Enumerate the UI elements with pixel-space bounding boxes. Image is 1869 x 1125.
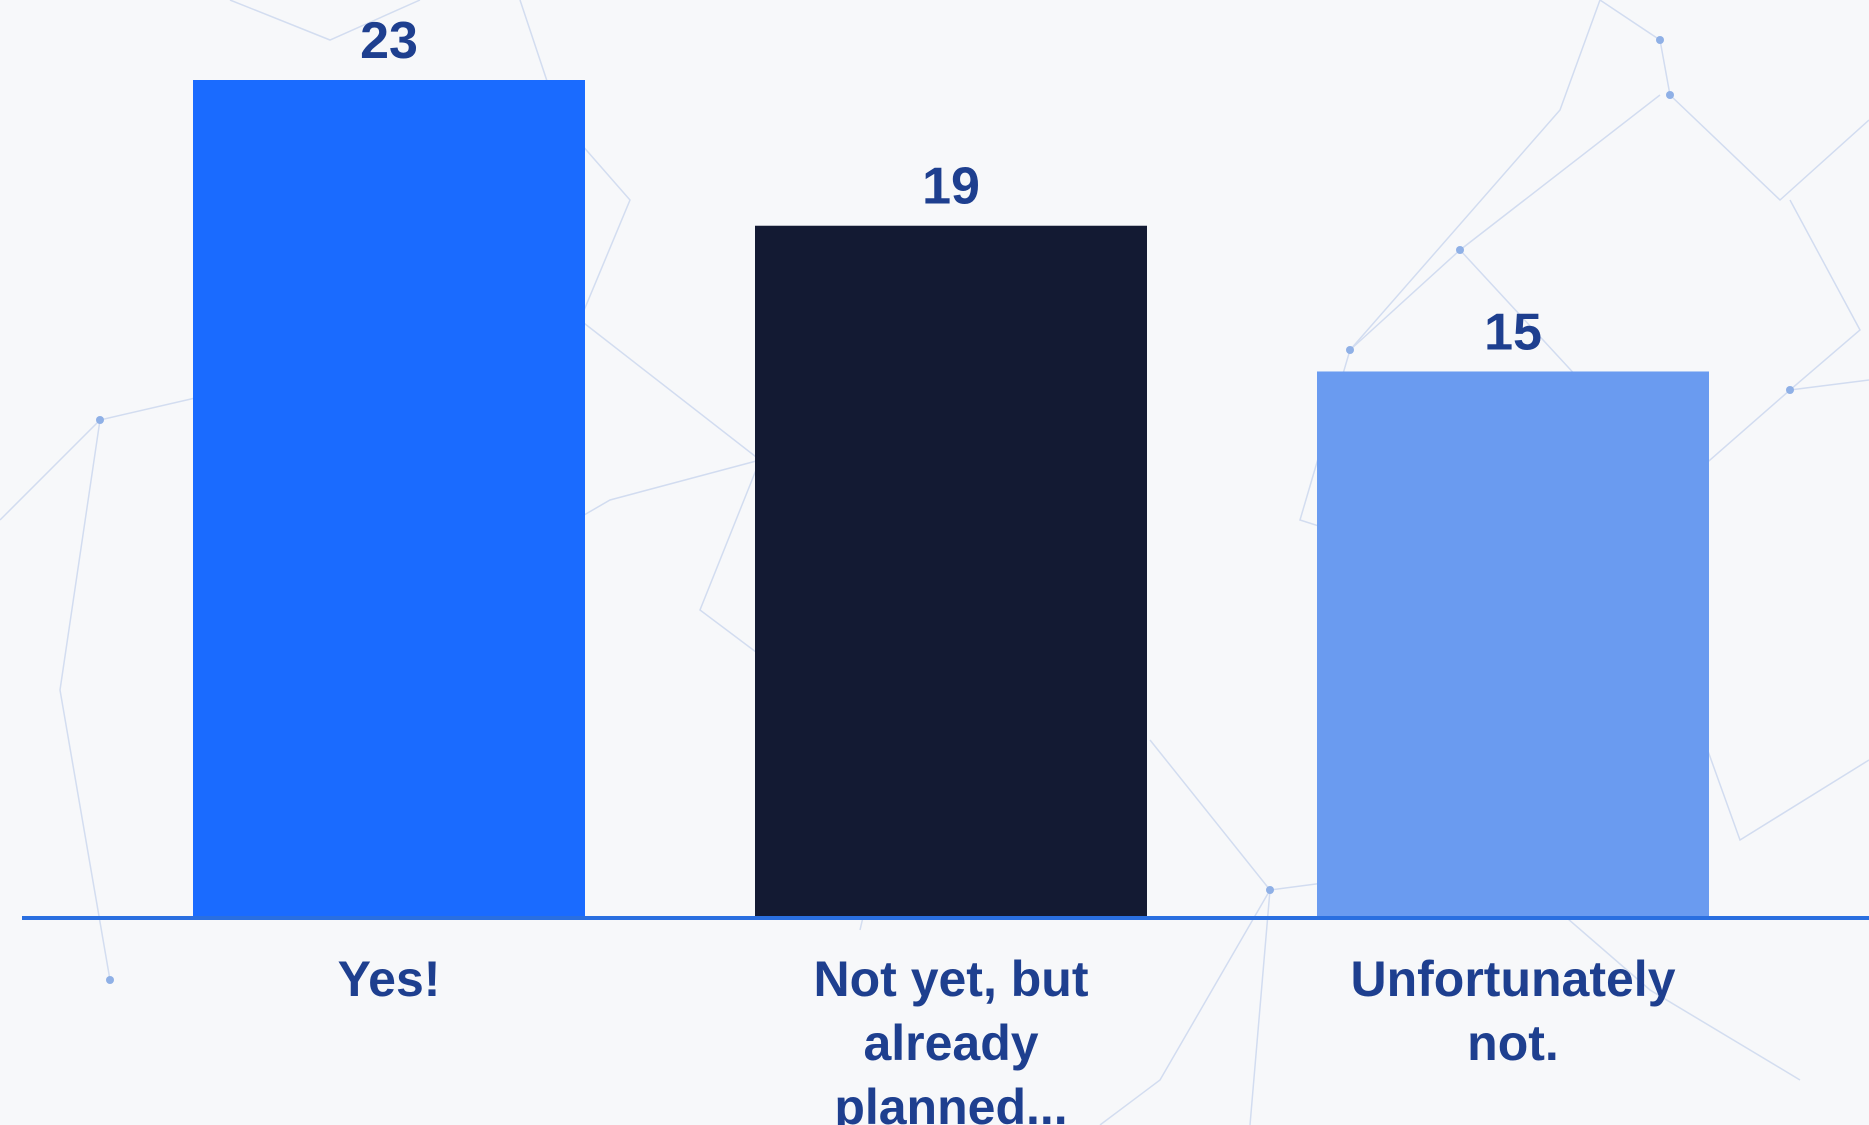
category-label-2-line-2: already (863, 1015, 1038, 1071)
bar-2 (755, 225, 1147, 918)
category-label-1-line-1: Yes! (338, 951, 441, 1007)
category-label-1: Yes! (338, 951, 441, 1007)
category-label-3: Unfortunately not. (1351, 951, 1676, 1071)
category-label-2-line-3: planned... (834, 1079, 1067, 1125)
category-label-2: Not yet, but already planned... (814, 951, 1089, 1125)
data-label-2: 19 (922, 158, 980, 216)
category-label-3-line-1: Unfortunately (1351, 951, 1676, 1007)
bar-1 (193, 80, 585, 918)
bar-3 (1317, 371, 1709, 918)
data-label-1: 23 (360, 12, 418, 70)
category-label-3-line-2: not. (1467, 1015, 1559, 1071)
category-label-2-line-1: Not yet, but (814, 951, 1089, 1007)
data-label-3: 15 (1484, 303, 1542, 361)
